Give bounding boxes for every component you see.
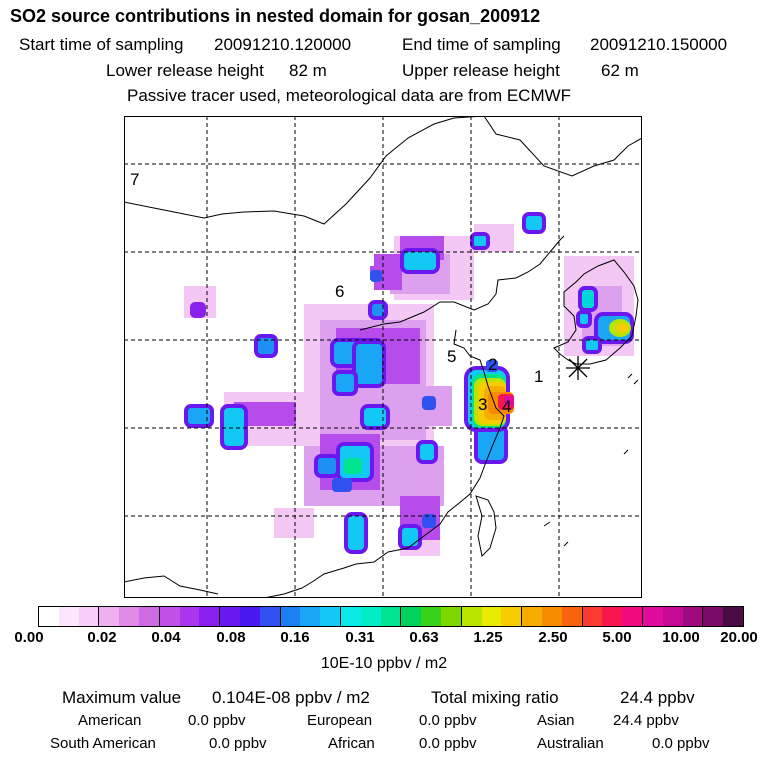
colorbar-cell [159,607,180,626]
colorbar-cell [440,607,462,626]
colorbar-units: 10E-10 ppbv / m2 [320,655,448,672]
colorbar-cell [421,607,441,626]
south-american-value: 0.0 ppbv [209,735,267,752]
tracer-blue-patches [184,212,634,554]
map-title: SO2 source contributions in nested domai… [10,6,541,26]
lower-release-value: 82 m [289,61,327,80]
colorbar-cell [220,607,240,626]
australian-value: 0.0 ppbv [652,735,710,752]
max-value-label: Maximum value [62,688,182,707]
colorbar-cell [380,607,402,626]
colorbar-cell [39,607,59,626]
upper-release-label: Upper release height [402,61,560,80]
colorbar-cell [360,607,381,626]
lower-release-label: Lower release height [106,61,264,80]
american-label: American [78,712,142,729]
colorbar-tick-4: 0.16 [280,629,310,646]
contribution-map: 1 2 3 4 5 6 7 [124,116,642,598]
colorbar-cell [481,607,502,626]
lat-lon-grid [124,116,642,598]
region-label-1: 1 [534,367,543,386]
start-time-value: 20091210.120000 [214,35,352,54]
colorbar-cell [199,607,221,626]
colorbar-cell [138,607,160,626]
colorbar-cell [300,607,321,626]
end-time-label: End time of sampling [402,35,561,54]
colorbar-cell [280,607,301,626]
asian-value: 24.4 ppbv [613,712,679,729]
region-label-2: 2 [488,355,497,374]
start-time-label: Start time of sampling [19,35,184,54]
region-label-4: 4 [502,397,511,416]
colorbar-cell [78,607,100,626]
australian-label: Australian [537,735,604,752]
african-label: African [328,735,375,752]
colorbar-tick-10: 10.00 [662,629,700,646]
colorbar-cell [522,607,542,626]
colorbar-cell [340,607,361,626]
colorbar-cell [401,607,422,626]
jiangsu-hotspot [464,360,514,432]
region-label-5: 5 [447,347,456,366]
colorbar-cell [501,607,523,626]
colorbar-tick-9: 5.00 [602,629,632,646]
south-american-label: South American [50,735,156,752]
colorbar-tick-2: 0.04 [151,629,181,646]
colorbar-cell [541,607,562,626]
colorbar-tick-11: 20.00 [720,629,758,646]
european-value: 0.0 ppbv [419,712,477,729]
total-mixing-label: Total mixing ratio [431,688,559,707]
colorbar-cell [259,607,281,626]
colorbar-tick-7: 1.25 [473,629,503,646]
colorbar-tick-8: 2.50 [538,629,568,646]
colorbar [38,606,744,627]
map-frame [124,116,642,598]
colorbar-cell [662,607,683,626]
region-label-3: 3 [478,395,487,414]
colorbar-tick-0: 0.00 [14,629,44,646]
colorbar-tick-6: 0.63 [409,629,439,646]
upper-release-value: 62 m [601,61,639,80]
tracer-note: Passive tracer used, meteorological data… [127,86,572,105]
colorbar-tick-5: 0.31 [345,629,375,646]
colorbar-cell [723,607,743,626]
asian-label: Asian [537,712,575,729]
colorbar-cell [582,607,603,626]
colorbar-cell [99,607,120,626]
end-time-value: 20091210.150000 [590,35,728,54]
colorbar-cell [119,607,139,626]
colorbar-cell [239,607,260,626]
american-value: 0.0 ppbv [188,712,246,729]
colorbar-cell [320,607,341,626]
max-value: 0.104E-08 ppbv / m2 [212,688,370,707]
colorbar-tick-3: 0.08 [216,629,246,646]
colorbar-cell [461,607,482,626]
colorbar-cell [179,607,200,626]
colorbar-cell [682,607,704,626]
region-label-7: 7 [130,170,139,189]
colorbar-cell [561,607,583,626]
receptor-star-icon [566,356,590,380]
total-mixing-value: 24.4 ppbv [620,688,695,707]
colorbar-cell [58,607,79,626]
region-label-6: 6 [335,282,344,301]
colorbar-cell [602,607,623,626]
african-value: 0.0 ppbv [419,735,477,752]
coastlines [124,116,642,598]
colorbar-cell [642,607,663,626]
korea-hotspot [609,319,631,337]
colorbar-cell [703,607,724,626]
colorbar-tick-1: 0.02 [87,629,117,646]
european-label: European [307,712,373,729]
colorbar-cell [622,607,643,626]
